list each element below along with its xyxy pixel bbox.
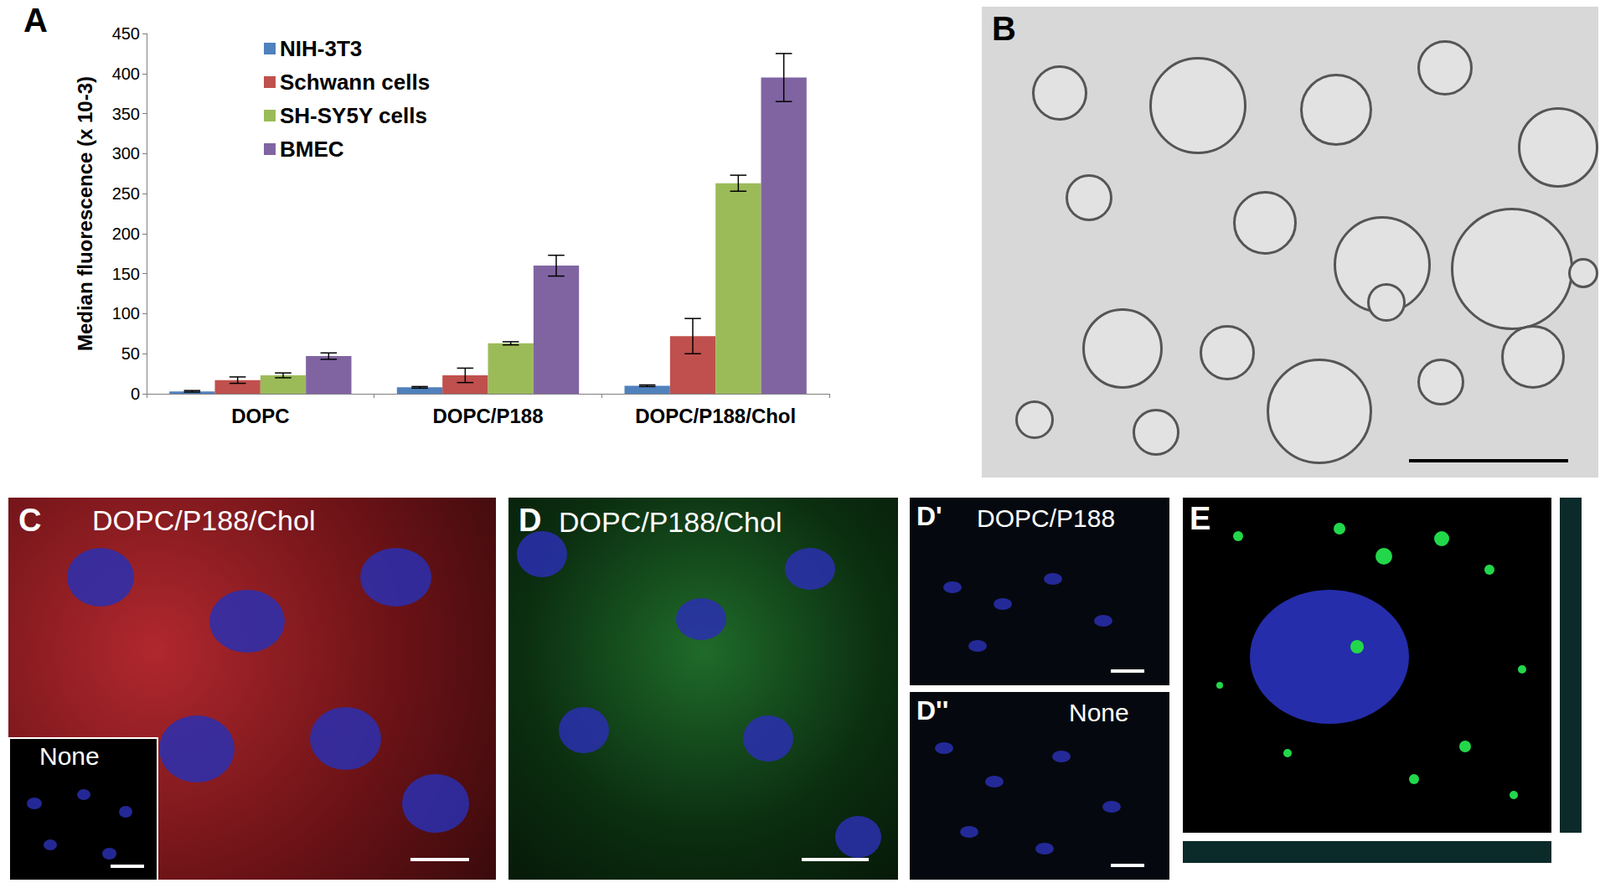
svg-text:250: 250 [112, 184, 140, 203]
html-text:DOPC/P188/Chol: DOPC/P188/Chol [558, 505, 782, 538]
html-text:None: None [39, 742, 100, 770]
svg-text:200: 200 [112, 224, 140, 243]
html-text:DOPC/P188: DOPC/P188 [976, 504, 1116, 532]
html-text:D': D' [916, 500, 943, 532]
svg-text:450: 450 [112, 24, 140, 43]
svg-text:100: 100 [112, 304, 140, 323]
svg-text:SH-SY5Y cells: SH-SY5Y cells [279, 103, 428, 129]
svg-text:350: 350 [112, 104, 140, 124]
html-text:A: A [23, 1, 48, 39]
svg-text:150: 150 [112, 264, 140, 284]
svg-text:Schwann cells: Schwann cells [279, 69, 430, 95]
html-text:C: C [18, 502, 42, 538]
html-text:None: None [1068, 698, 1129, 727]
svg-text:50: 50 [121, 344, 140, 363]
svg-text:DOPC/P188: DOPC/P188 [432, 404, 543, 428]
svg-text:300: 300 [112, 144, 140, 163]
html-text:E: E [1189, 500, 1211, 537]
svg-text:NIH-3T3: NIH-3T3 [279, 36, 362, 62]
svg-text:DOPC: DOPC [231, 404, 290, 428]
svg-text:DOPC/P188/Chol: DOPC/P188/Chol [634, 404, 796, 428]
svg-text:400: 400 [112, 64, 140, 83]
svg-text:BMEC: BMEC [279, 136, 345, 162]
svg-text:Median fluorescence (x 10-3): Median fluorescence (x 10-3) [73, 76, 97, 351]
html-text:B: B [991, 10, 1017, 47]
html-text:DOPC/P188/Chol: DOPC/P188/Chol [92, 504, 316, 537]
svg-text:0: 0 [130, 384, 140, 403]
html-text:D: D [518, 502, 542, 538]
html-text:D'': D'' [916, 695, 949, 726]
